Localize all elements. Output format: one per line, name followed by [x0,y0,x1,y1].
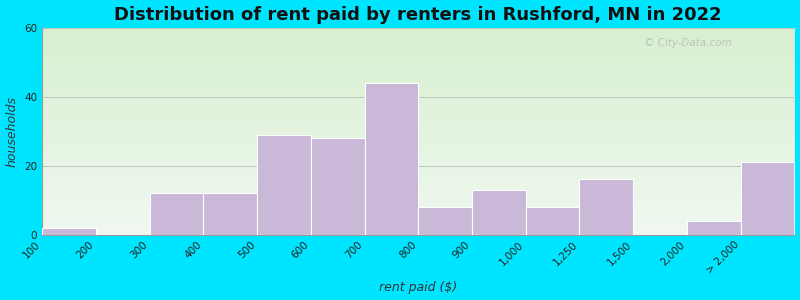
Bar [42,228,96,235]
Bar [150,193,203,235]
Bar [203,193,257,235]
Bar [687,221,741,235]
Title: Distribution of rent paid by renters in Rushford, MN in 2022: Distribution of rent paid by renters in … [114,6,722,24]
Y-axis label: households: households [6,96,18,167]
Bar [579,179,634,235]
Text: © City-Data.com: © City-Data.com [644,38,732,48]
Bar [741,162,794,235]
Bar [257,135,310,235]
Bar [472,190,526,235]
Bar [526,207,579,235]
Bar [310,138,365,235]
Bar [418,207,472,235]
X-axis label: rent paid ($): rent paid ($) [379,281,458,294]
Bar [365,83,418,235]
